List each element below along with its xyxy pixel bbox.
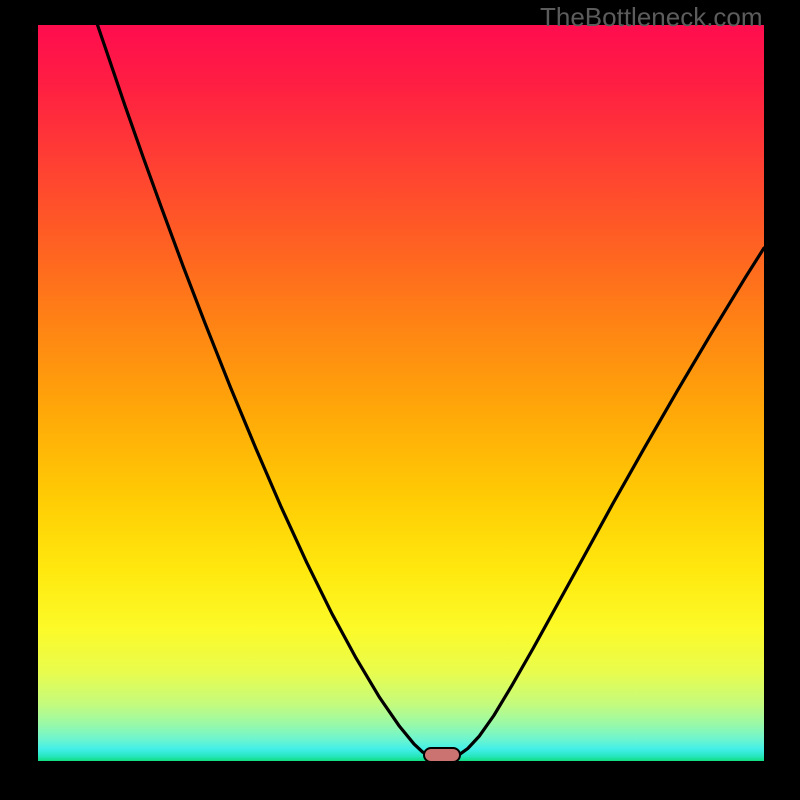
v-curve-line: [98, 25, 764, 759]
curve-overlay: [38, 25, 764, 761]
minimum-marker: [423, 747, 461, 763]
chart-canvas: TheBottleneck.com: [0, 0, 800, 800]
